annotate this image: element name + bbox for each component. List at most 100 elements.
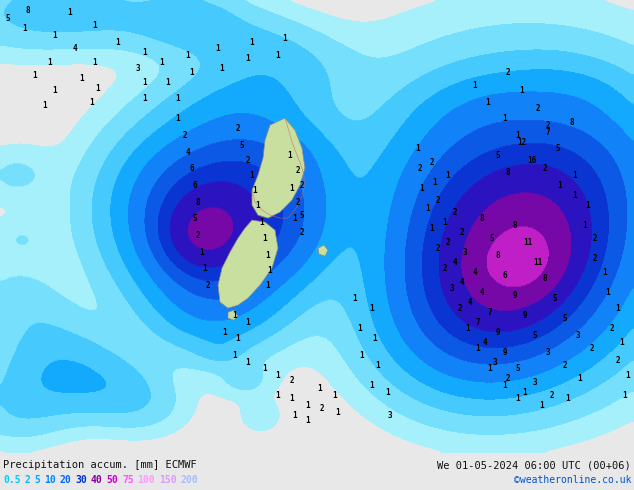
- Text: 1: 1: [420, 184, 424, 193]
- Text: 7: 7: [488, 308, 493, 317]
- Text: 9: 9: [513, 291, 517, 300]
- Text: 1: 1: [200, 247, 204, 257]
- Text: 2: 2: [590, 343, 594, 353]
- Text: 5: 5: [34, 475, 40, 485]
- Text: 1: 1: [335, 408, 340, 416]
- Polygon shape: [252, 118, 305, 218]
- Text: 100: 100: [138, 475, 155, 485]
- Text: 6: 6: [193, 181, 197, 190]
- Text: 1: 1: [573, 191, 578, 199]
- Text: 1: 1: [220, 64, 224, 73]
- Text: 1: 1: [143, 94, 147, 102]
- Text: 2: 2: [543, 164, 547, 172]
- Text: 1: 1: [318, 384, 322, 392]
- Text: 1: 1: [233, 351, 237, 360]
- Text: 1: 1: [358, 324, 362, 333]
- Text: 1: 1: [246, 358, 250, 367]
- Text: 1: 1: [515, 130, 521, 140]
- Text: 4: 4: [453, 258, 457, 267]
- Text: 2: 2: [290, 376, 294, 385]
- Text: 1: 1: [266, 251, 270, 260]
- Text: 2: 2: [593, 254, 597, 263]
- Text: 200: 200: [181, 475, 198, 485]
- Text: 1: 1: [605, 288, 611, 296]
- Text: 1: 1: [250, 38, 254, 47]
- Text: 1: 1: [48, 57, 53, 67]
- Text: 1: 1: [160, 57, 164, 67]
- Text: 2: 2: [24, 475, 30, 485]
- Text: 8: 8: [196, 197, 200, 207]
- Text: 1: 1: [473, 80, 477, 90]
- Text: 1: 1: [540, 401, 545, 410]
- Text: 2: 2: [563, 361, 567, 369]
- Text: 8: 8: [506, 168, 510, 176]
- Text: ©weatheronline.co.uk: ©weatheronline.co.uk: [514, 475, 631, 485]
- Text: 1: 1: [115, 38, 120, 47]
- Text: 1: 1: [68, 7, 72, 17]
- Text: 8: 8: [570, 118, 574, 126]
- Text: 2: 2: [593, 234, 597, 243]
- Text: 1: 1: [443, 218, 448, 226]
- Text: 2: 2: [616, 356, 620, 365]
- Text: 1: 1: [93, 57, 97, 67]
- Text: 4: 4: [460, 278, 464, 287]
- Text: 1: 1: [53, 86, 57, 95]
- Text: 1: 1: [80, 74, 84, 82]
- Text: 1: 1: [578, 374, 582, 383]
- Text: 3: 3: [576, 331, 580, 340]
- Polygon shape: [318, 245, 328, 256]
- Text: 4: 4: [186, 147, 190, 157]
- Text: 1: 1: [385, 388, 391, 397]
- Text: 1: 1: [283, 33, 287, 43]
- Text: 8: 8: [496, 251, 500, 260]
- Text: 3: 3: [533, 378, 537, 387]
- Text: 1: 1: [293, 214, 297, 222]
- Text: 6: 6: [190, 164, 194, 172]
- Text: 1: 1: [288, 150, 292, 160]
- Text: 1: 1: [246, 318, 250, 327]
- Text: 2: 2: [236, 123, 240, 133]
- Text: 8: 8: [26, 5, 30, 15]
- Text: 1: 1: [476, 343, 481, 353]
- Text: 1: 1: [223, 328, 228, 337]
- Text: 5: 5: [563, 314, 567, 323]
- Text: 0.5: 0.5: [3, 475, 21, 485]
- Text: 2: 2: [246, 156, 250, 165]
- Text: 1: 1: [603, 268, 607, 277]
- Text: 1: 1: [416, 144, 420, 152]
- Text: 3: 3: [463, 247, 467, 257]
- Text: 2: 2: [460, 228, 464, 237]
- Text: 5: 5: [6, 14, 10, 23]
- Text: 1: 1: [53, 30, 57, 40]
- Text: 1: 1: [486, 98, 490, 106]
- Text: We 01-05-2024 06:00 UTC (00+06): We 01-05-2024 06:00 UTC (00+06): [437, 460, 631, 470]
- Text: 1: 1: [165, 77, 171, 87]
- Text: 4: 4: [480, 288, 484, 296]
- Text: 1: 1: [430, 223, 434, 233]
- Text: 3: 3: [493, 358, 497, 367]
- Text: 1: 1: [370, 304, 374, 313]
- Text: 75: 75: [122, 475, 134, 485]
- Text: 2: 2: [550, 391, 554, 400]
- Text: 5: 5: [489, 234, 495, 243]
- Text: 8: 8: [513, 220, 517, 230]
- Text: 1: 1: [42, 100, 48, 110]
- Text: 30: 30: [75, 475, 87, 485]
- Text: 3: 3: [387, 411, 392, 420]
- Text: 1: 1: [262, 234, 268, 243]
- Text: 2: 2: [436, 196, 440, 205]
- Text: 16: 16: [527, 156, 536, 165]
- Text: 1: 1: [503, 114, 507, 122]
- Text: 1: 1: [33, 71, 37, 79]
- Text: 9: 9: [522, 311, 527, 319]
- Text: 2: 2: [458, 304, 462, 313]
- Text: 1: 1: [203, 264, 207, 272]
- Text: 2: 2: [430, 158, 434, 167]
- Text: 1: 1: [23, 24, 27, 32]
- Text: 1: 1: [432, 177, 437, 187]
- Text: 1: 1: [190, 68, 194, 76]
- Text: 1: 1: [290, 394, 294, 403]
- Text: 2: 2: [295, 166, 301, 174]
- Text: 7: 7: [476, 318, 481, 327]
- Text: 5: 5: [496, 150, 500, 160]
